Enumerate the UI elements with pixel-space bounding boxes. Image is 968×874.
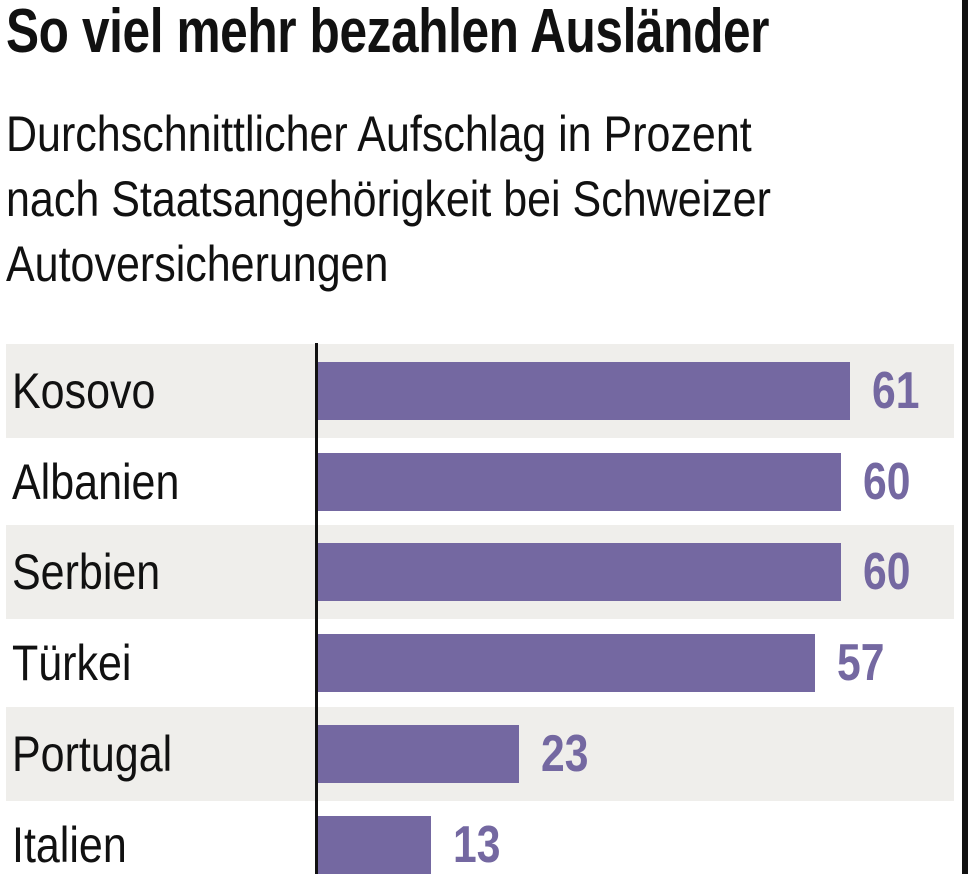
category-label: Italien — [12, 816, 127, 873]
y-axis-line — [315, 343, 318, 874]
bar-kosovo — [318, 362, 850, 420]
subtitle-line: Autoversicherungen — [6, 236, 389, 292]
value-label: 23 — [540, 724, 589, 783]
value-label: 60 — [863, 452, 911, 511]
value-label: 57 — [837, 634, 885, 693]
category-label: Türkei — [12, 635, 132, 692]
bar-portugal — [318, 724, 519, 783]
category-label: Albanien — [12, 453, 180, 510]
category-label: Kosovo — [12, 363, 156, 419]
chart-subtitle: Durchschnittlicher Aufschlag in Prozent … — [6, 102, 771, 297]
subtitle-line: nach Staatsangehörigkeit bei Schweizer — [6, 171, 771, 227]
frame-border — [962, 0, 968, 874]
category-label: Portugal — [12, 725, 173, 782]
bar-serbien — [318, 543, 842, 602]
category-label: Serbien — [12, 544, 161, 601]
bar-albanien — [318, 452, 842, 511]
value-label: 13 — [453, 815, 501, 874]
bar-italien — [318, 815, 432, 874]
bar-türkei — [318, 634, 816, 693]
value-label: 60 — [863, 543, 911, 602]
value-label: 61 — [872, 362, 920, 420]
subtitle-line: Durchschnittlicher Aufschlag in Prozent — [6, 106, 752, 162]
chart-title: So viel mehr bezahlen Ausländer — [6, 0, 770, 66]
